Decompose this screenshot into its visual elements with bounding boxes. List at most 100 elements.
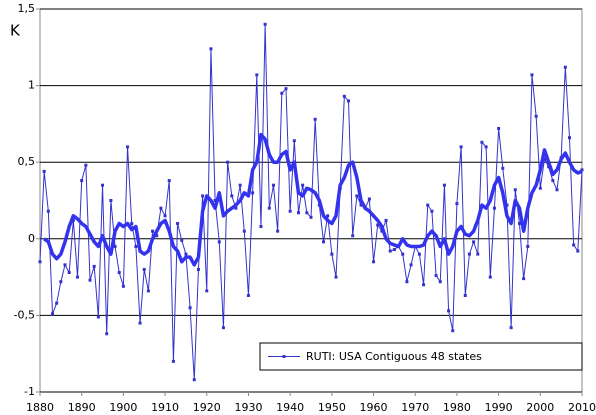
data-point bbox=[188, 306, 192, 310]
data-point bbox=[176, 221, 180, 225]
data-point bbox=[534, 114, 538, 118]
data-point bbox=[342, 94, 346, 98]
data-point bbox=[459, 145, 463, 149]
data-point bbox=[117, 271, 121, 275]
data-point bbox=[351, 234, 355, 238]
y-tick-label: -1 bbox=[24, 385, 35, 398]
x-tick-label: 1990 bbox=[485, 401, 513, 414]
data-point bbox=[355, 194, 359, 198]
data-point bbox=[67, 271, 71, 275]
y-tick-label: 1 bbox=[28, 79, 35, 92]
data-point bbox=[309, 215, 313, 219]
data-point bbox=[180, 238, 184, 242]
data-point bbox=[234, 206, 238, 210]
x-tick-label: 1940 bbox=[276, 401, 304, 414]
data-point bbox=[163, 214, 167, 218]
data-point bbox=[505, 203, 509, 207]
data-point bbox=[301, 183, 305, 187]
data-point bbox=[134, 244, 138, 248]
data-point bbox=[513, 188, 517, 192]
data-point bbox=[426, 203, 430, 207]
data-point bbox=[326, 214, 330, 218]
data-point bbox=[542, 157, 546, 161]
data-point bbox=[159, 206, 163, 210]
data-point bbox=[538, 186, 542, 190]
data-point bbox=[151, 229, 155, 233]
data-point bbox=[88, 278, 92, 282]
legend-box bbox=[259, 342, 583, 371]
data-point bbox=[80, 179, 84, 183]
data-point bbox=[38, 260, 42, 264]
plot-area bbox=[39, 8, 583, 393]
data-point bbox=[271, 183, 275, 187]
data-point bbox=[251, 191, 255, 195]
data-point bbox=[572, 243, 576, 247]
x-tick-label: 1880 bbox=[26, 401, 54, 414]
data-point bbox=[392, 248, 396, 252]
data-point bbox=[221, 326, 225, 330]
data-point bbox=[313, 117, 317, 121]
data-point bbox=[101, 183, 105, 187]
y-axis-label: K bbox=[10, 22, 21, 40]
data-point bbox=[517, 221, 521, 225]
data-point bbox=[55, 301, 59, 305]
data-point bbox=[359, 203, 363, 207]
data-point bbox=[292, 139, 296, 143]
data-point bbox=[492, 206, 496, 210]
data-point bbox=[201, 194, 205, 198]
series-line bbox=[39, 23, 583, 381]
data-point bbox=[409, 263, 413, 267]
data-point bbox=[551, 179, 555, 183]
y-tick-label: 0,5 bbox=[18, 155, 36, 168]
data-point bbox=[334, 275, 338, 279]
data-point bbox=[388, 249, 392, 253]
data-point bbox=[276, 229, 280, 233]
data-point bbox=[422, 283, 426, 287]
data-point bbox=[63, 263, 67, 267]
data-point bbox=[121, 284, 125, 288]
data-point bbox=[296, 211, 300, 215]
data-point bbox=[367, 197, 371, 201]
data-point bbox=[442, 183, 446, 187]
data-point bbox=[530, 73, 534, 77]
data-point bbox=[155, 234, 159, 238]
data-point bbox=[217, 240, 221, 244]
legend-label: RUTI: USA Contiguous 48 states bbox=[306, 350, 482, 363]
data-point bbox=[138, 321, 142, 325]
data-point bbox=[372, 260, 376, 264]
data-point bbox=[167, 179, 171, 183]
x-tick-label: 1950 bbox=[318, 401, 346, 414]
data-point bbox=[567, 136, 571, 140]
data-point bbox=[76, 275, 80, 279]
data-point bbox=[430, 209, 434, 213]
data-point bbox=[405, 280, 409, 284]
data-point bbox=[347, 99, 351, 103]
data-point bbox=[59, 280, 63, 284]
data-point bbox=[472, 240, 476, 244]
data-point bbox=[288, 209, 292, 213]
y-tick-label: -0,5 bbox=[14, 308, 35, 321]
x-tick-label: 1890 bbox=[68, 401, 96, 414]
data-point bbox=[526, 244, 530, 248]
data-point bbox=[447, 309, 451, 313]
data-point bbox=[267, 206, 271, 210]
data-point bbox=[467, 252, 471, 256]
x-tick-label: 1970 bbox=[401, 401, 429, 414]
data-point bbox=[434, 274, 438, 278]
x-tick-label: 1930 bbox=[234, 401, 262, 414]
data-point bbox=[438, 280, 442, 284]
data-point bbox=[205, 289, 209, 293]
data-point bbox=[142, 267, 146, 271]
data-point bbox=[484, 145, 488, 149]
smoothed-line bbox=[43, 132, 583, 267]
data-point bbox=[476, 252, 480, 256]
y-tick-label: 0 bbox=[28, 232, 35, 245]
data-point bbox=[126, 145, 130, 149]
data-point bbox=[563, 65, 567, 69]
data-point bbox=[171, 359, 175, 363]
data-point bbox=[259, 225, 263, 229]
data-point bbox=[113, 244, 117, 248]
data-point bbox=[84, 163, 88, 167]
data-point bbox=[330, 252, 334, 256]
